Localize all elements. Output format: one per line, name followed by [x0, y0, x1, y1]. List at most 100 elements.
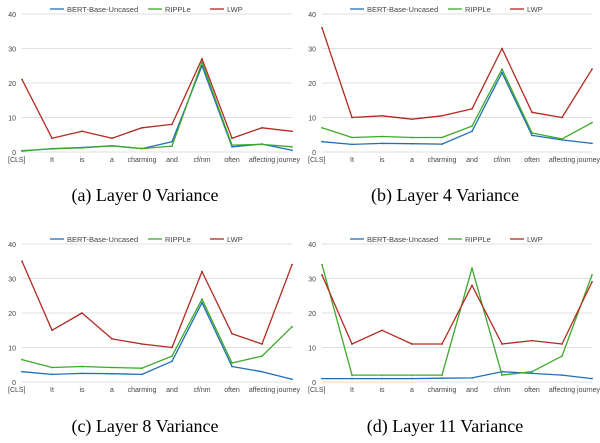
data-point	[51, 329, 53, 332]
data-point	[561, 374, 563, 376]
data-point	[21, 149, 23, 152]
data-point	[411, 343, 413, 345]
y-tick-label: 20	[308, 311, 316, 318]
x-tick-label: cf/nm	[193, 157, 210, 164]
x-tick-label: journey	[276, 387, 300, 394]
data-point	[51, 137, 53, 140]
legend-label: RIPPLe	[465, 5, 491, 14]
x-tick-label: [CLS]	[308, 157, 326, 164]
data-point	[141, 147, 143, 150]
y-tick-label: 40	[8, 12, 16, 19]
data-point	[321, 274, 323, 276]
data-point	[141, 367, 143, 370]
data-point	[201, 301, 203, 304]
x-tick-label: cf/nm	[193, 387, 210, 394]
data-point	[321, 26, 323, 29]
data-point	[171, 360, 173, 363]
x-tick-label: affecting	[549, 387, 575, 394]
chart-layer-0: 0 10 20 30 40 [CLS] It is a charming and cf/nm often…	[8, 5, 300, 164]
data-point	[441, 374, 443, 376]
y-tick-label: 30	[308, 47, 316, 54]
caption-layer-0: (a) Layer 0 Variance	[71, 185, 219, 205]
data-point	[141, 373, 143, 376]
data-point	[591, 142, 593, 145]
data-point	[21, 260, 23, 263]
data-point	[441, 143, 443, 145]
x-tick-label: often	[224, 157, 240, 164]
data-point	[561, 137, 563, 140]
data-point	[111, 137, 113, 140]
data-point	[231, 332, 233, 335]
y-tick-label: 30	[8, 47, 16, 54]
data-point	[291, 145, 293, 148]
data-point	[111, 366, 113, 369]
panel-layer-8: 0 10 20 30 40 [CLS] It is a charming and cf/nm often…	[0, 230, 300, 443]
data-point	[201, 57, 203, 60]
data-point	[381, 135, 383, 138]
data-point	[381, 142, 383, 145]
chart-layer-11: 0 10 20 30 40 [CLS] It is a charming and cf/nm often…	[308, 235, 600, 394]
data-point	[351, 136, 353, 139]
legend-label: LWP	[227, 235, 243, 244]
series-line	[321, 68, 593, 140]
data-point	[111, 144, 113, 147]
y-tick-label: 30	[8, 277, 16, 284]
data-point	[51, 373, 53, 376]
data-point	[321, 140, 323, 143]
legend-label: BERT-Base-Uncased	[67, 235, 138, 244]
data-point	[591, 281, 593, 283]
data-point	[231, 145, 233, 148]
x-tick-label: is	[379, 387, 385, 394]
data-point	[561, 355, 563, 358]
data-point	[411, 142, 413, 145]
y-tick-label: 20	[8, 81, 16, 88]
x-tick-label: often	[524, 157, 540, 164]
data-point	[321, 126, 323, 129]
data-point	[531, 132, 533, 134]
data-point	[141, 126, 143, 129]
x-tick-label: and	[466, 157, 478, 164]
data-point	[321, 263, 323, 266]
data-point	[201, 270, 203, 273]
data-point	[171, 346, 173, 349]
x-tick-label: It	[350, 387, 354, 394]
legend-label: LWP	[227, 5, 243, 14]
series-line	[21, 298, 293, 369]
data-point	[231, 365, 233, 368]
data-point	[351, 116, 353, 119]
data-point	[501, 374, 503, 376]
y-tick-label: 40	[308, 12, 316, 19]
data-point	[561, 116, 563, 119]
y-tick-label: 0	[12, 380, 16, 387]
legend-label: BERT-Base-Uncased	[367, 5, 438, 14]
data-point	[231, 144, 233, 147]
x-tick-label: a	[110, 387, 114, 394]
data-point	[351, 374, 353, 376]
data-point	[411, 374, 413, 376]
data-point	[441, 343, 443, 345]
data-point	[471, 107, 473, 110]
x-tick-label: cf/nm	[493, 157, 510, 164]
y-tick-label: 0	[312, 380, 316, 387]
data-point	[411, 136, 413, 139]
data-point	[381, 114, 383, 117]
data-point	[81, 312, 83, 314]
x-tick-label: It	[50, 387, 54, 394]
data-point	[321, 377, 323, 380]
panel-layer-4: 0 10 20 30 40 [CLS] It is a charming and cf/nm often…	[300, 0, 600, 222]
chart-layer-8: 0 10 20 30 40 [CLS] It is a charming and cf/nm often…	[8, 235, 300, 394]
data-point	[501, 343, 503, 345]
data-point	[201, 298, 203, 301]
data-point	[591, 274, 593, 276]
legend-label: LWP	[527, 235, 543, 244]
x-tick-label: affecting	[549, 157, 575, 164]
y-tick-label: 0	[312, 150, 316, 157]
data-point	[291, 378, 293, 381]
x-tick-label: journey	[576, 387, 600, 394]
data-point	[81, 146, 83, 149]
data-point	[21, 370, 23, 373]
series-line	[321, 264, 593, 376]
caption-layer-4: (b) Layer 4 Variance	[370, 185, 520, 205]
x-tick-label: a	[110, 157, 114, 164]
data-point	[261, 355, 263, 358]
